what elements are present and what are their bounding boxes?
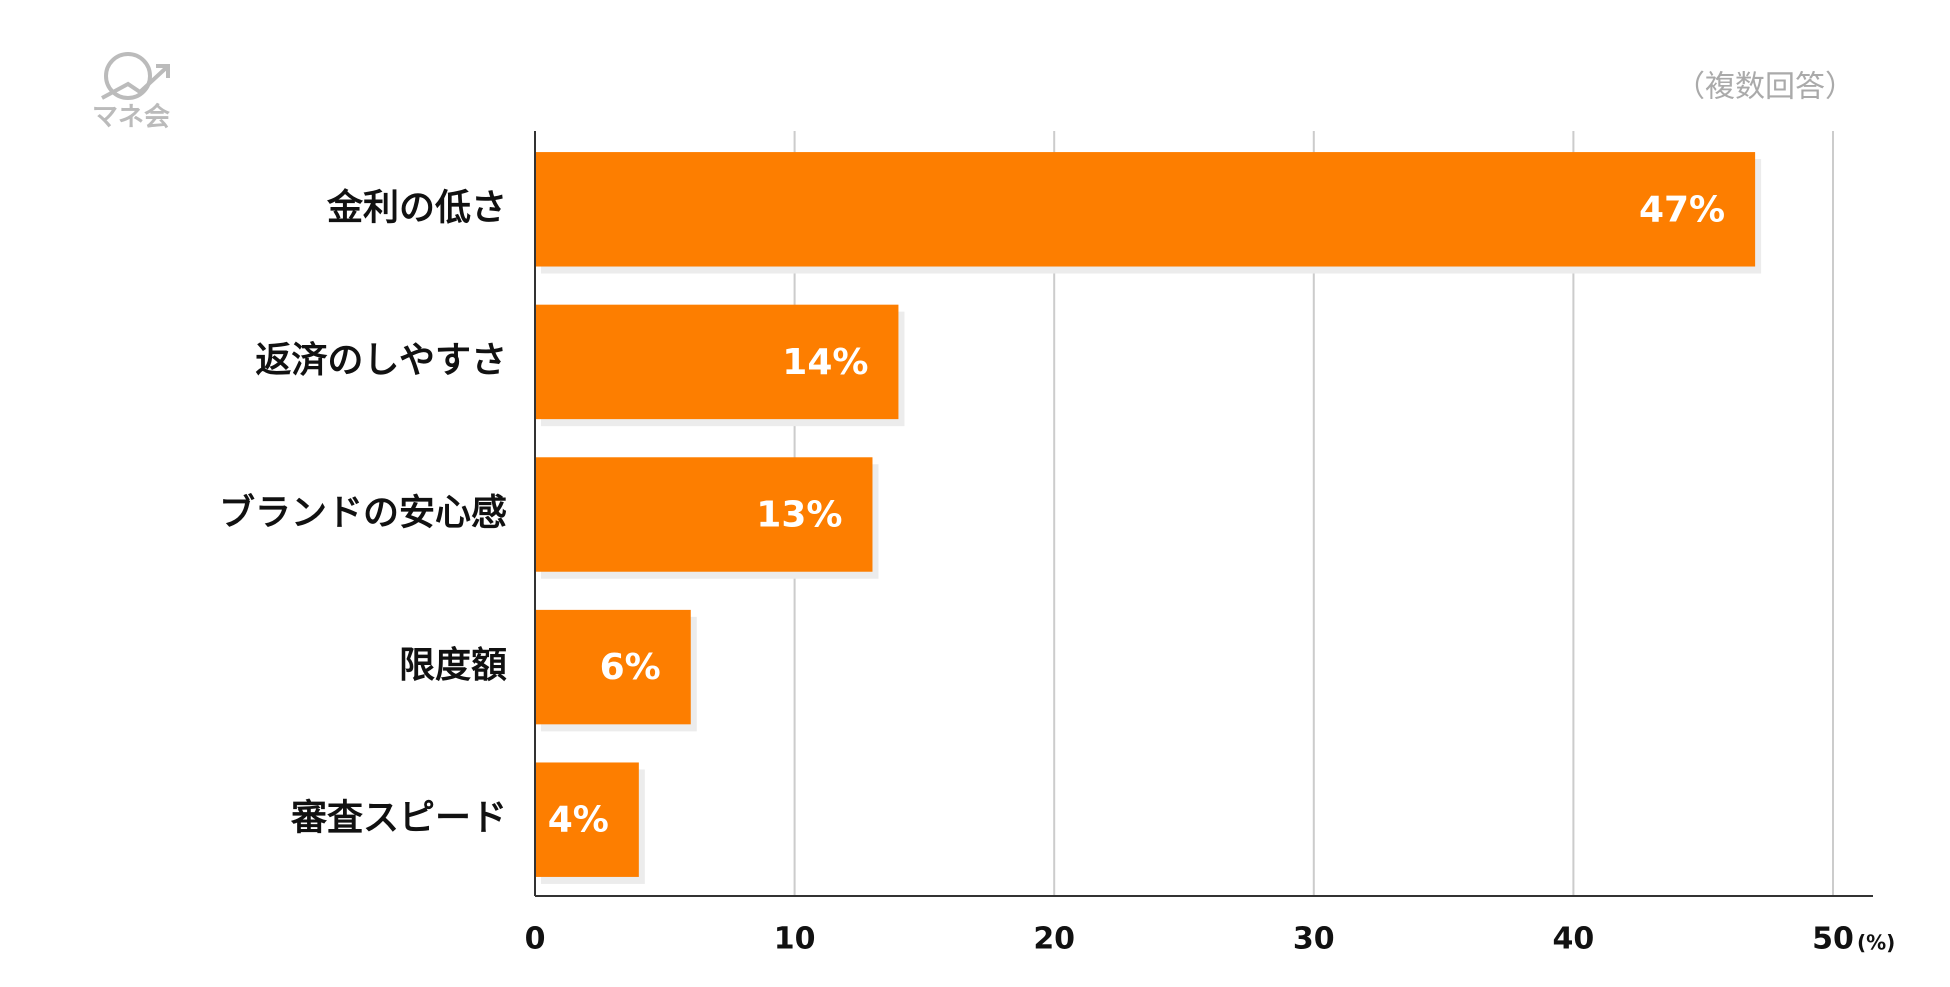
bar: [535, 457, 873, 572]
x-tick-label: 40: [1553, 922, 1595, 957]
bar: [535, 152, 1756, 267]
value-label: 4%: [548, 800, 609, 841]
logo-text: マネ会: [92, 103, 170, 133]
x-tick-label: 10: [774, 922, 816, 957]
y-tick-label: 限度額: [399, 645, 507, 686]
bar: [535, 304, 899, 420]
x-tick-label: 20: [1033, 922, 1075, 957]
bar: [535, 609, 691, 725]
bar: [535, 762, 639, 877]
logo-icon: [104, 52, 152, 100]
value-label: 6%: [600, 647, 661, 688]
value-label: 13%: [756, 495, 842, 536]
x-axis-label: (%): [1857, 931, 1895, 955]
y-tick-label: 金利の低さ: [326, 186, 507, 228]
value-label: 47%: [1639, 189, 1725, 230]
note: （複数回答）: [1675, 70, 1855, 105]
x-tick-label: 50: [1812, 922, 1854, 957]
y-tick-label: 審査スピード: [290, 798, 507, 839]
y-tick-label: ブランドの安心感: [219, 492, 507, 534]
y-tick-label: 返済のしやすさ: [255, 340, 507, 381]
logo-arrow: [101, 64, 170, 100]
value-label: 14%: [782, 342, 868, 383]
x-tick-label: 30: [1293, 922, 1335, 957]
logo: [101, 52, 170, 100]
x-tick-label: 0: [525, 922, 546, 957]
